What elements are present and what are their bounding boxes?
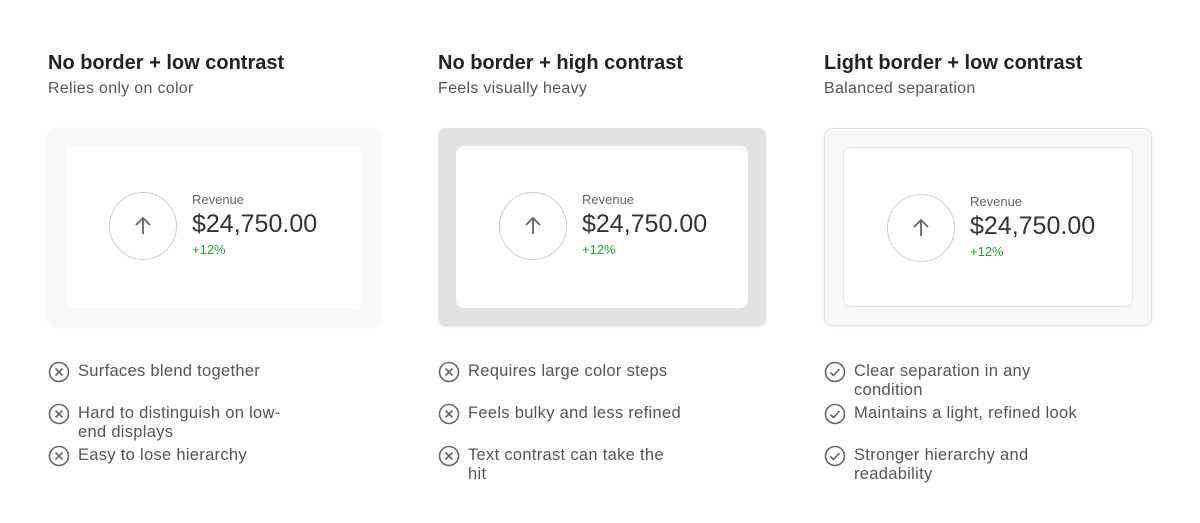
point-text: Maintains a light, refined look [854,404,1078,422]
trend-icon [887,194,955,262]
panel-subtitle: Relies only on color [48,80,194,97]
card-label: Revenue [582,192,635,207]
card-surface: Revenue $24,750.00 +12% [48,128,380,326]
panel-subtitle: Feels visually heavy [438,80,588,97]
point: Text contrast can take the hit [438,445,683,488]
point-list: Surfaces blend together Hard to distingui… [48,361,284,488]
panel-subtitle: Balanced separation [824,80,976,97]
point: Surfaces blend together [48,361,284,404]
card-label: Revenue [192,192,245,207]
point-text: Stronger hierarchy and readability [854,446,1029,483]
card-value: $24,750.00 [192,210,318,238]
card-change: +12% [582,242,616,257]
panel: Light border + low contrast Balanced sep… [824,52,1152,483]
card-value: $24,750.00 [970,212,1096,240]
trend-icon [109,192,177,260]
point-text: Surfaces blend together [78,362,261,380]
card-change: +12% [192,242,226,257]
point-text: Text contrast can take the hit [468,446,664,483]
point-text: Requires large color steps [468,362,668,380]
card-value: $24,750.00 [582,210,708,238]
point-list: Requires large color steps Feels bulky an… [438,361,683,488]
point-text: Easy to lose hierarchy [78,446,247,464]
panel-title: Light border + low contrast [824,52,1083,74]
point: Requires large color steps [438,361,683,404]
point: Stronger hierarchy and readability [824,445,1082,488]
panel-title: No border + high contrast [438,52,684,74]
card: Revenue $24,750.00 +12% [456,146,748,308]
panel-title: No border + low contrast [48,52,285,74]
point: Easy to lose hierarchy [48,445,284,488]
card: Revenue $24,750.00 +12% [66,146,362,308]
card-surface: Revenue $24,750.00 +12% [438,128,766,326]
card-surface: Revenue $24,750.00 +12% [824,128,1152,326]
point: Maintains a light, refined look [824,403,1082,446]
point-text: Clear separation in any condition [854,362,1031,399]
point-list: Clear separation in any condition Maintai… [824,361,1082,488]
point: Clear separation in any condition [824,361,1082,404]
trend-icon [499,192,567,260]
card-change: +12% [970,244,1004,259]
point-text: Hard to distinguish on low-end displays [78,404,281,441]
point: Hard to distinguish on low-end displays [48,403,284,446]
card: Revenue $24,750.00 +12% [843,147,1133,307]
panel: No border + low contrast Relies only on … [48,52,380,467]
point-text: Feels bulky and less refined [468,404,681,422]
panel: No border + high contrast Feels visually… [438,52,766,483]
point: Feels bulky and less refined [438,403,683,446]
card-label: Revenue [970,194,1023,209]
